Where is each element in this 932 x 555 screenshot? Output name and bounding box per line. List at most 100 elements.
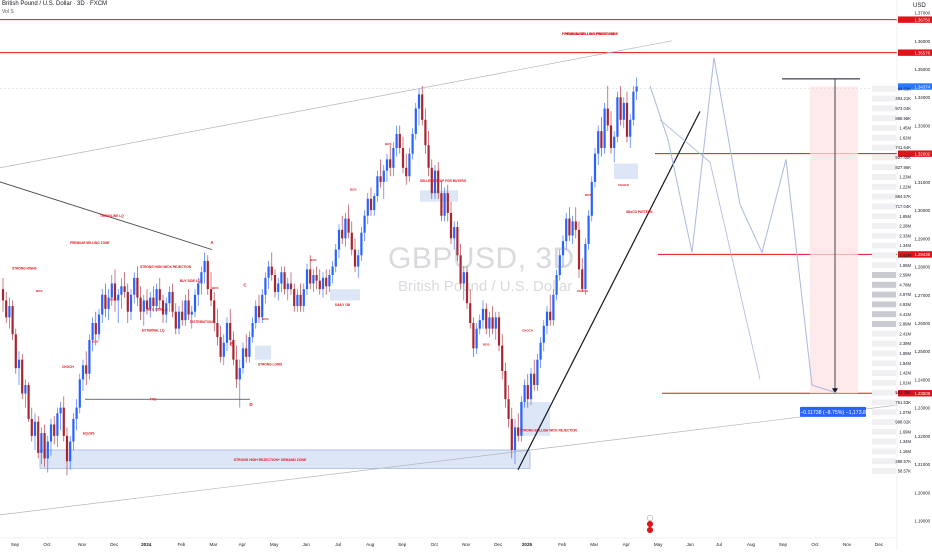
x-tick-label: Jun <box>302 542 310 547</box>
candle <box>421 85 424 126</box>
candle <box>369 187 373 216</box>
candle-body <box>312 275 315 284</box>
candle <box>33 413 37 450</box>
annotation-label: FVG <box>150 398 157 402</box>
candle <box>475 322 478 355</box>
candle <box>174 303 177 335</box>
candle <box>325 269 328 295</box>
economic-event-icon <box>646 520 654 528</box>
candle-body <box>389 159 392 168</box>
candle-body <box>593 153 597 182</box>
candle-body <box>181 311 184 321</box>
candle <box>254 300 257 329</box>
candle-body <box>49 424 53 442</box>
candle-body <box>273 275 277 292</box>
candle <box>177 306 181 335</box>
current-price-label: 1.34374 <box>914 84 930 89</box>
candle-body <box>302 289 305 307</box>
volume-indicator-label[interactable]: Vol S <box>2 9 14 15</box>
volume-profile-label: 2.41M <box>899 331 911 336</box>
position-label-box <box>800 406 866 417</box>
candle <box>555 269 558 301</box>
volume-profile-label: 493.21K <box>895 96 911 101</box>
volume-profile-bar <box>872 95 896 102</box>
annotation-label: PREMIUM SELLING PRICE ZONE <box>565 32 615 36</box>
x-tick-label: Sep <box>779 542 788 547</box>
candle-body <box>225 322 229 343</box>
candle-body <box>245 348 248 357</box>
candle <box>94 311 97 346</box>
volume-profile-bar <box>872 409 896 416</box>
level-price-badge <box>898 390 932 397</box>
candle-body <box>62 407 65 436</box>
annotation-label: TRENDLINE LQ <box>100 214 124 218</box>
candle-body <box>357 255 360 267</box>
y-tick-label: 1.19000 <box>914 519 930 524</box>
candle <box>363 210 366 242</box>
x-tick-label: Sep <box>11 542 20 547</box>
candle-body <box>81 365 85 380</box>
volume-profile-bar <box>872 262 896 269</box>
candle-body <box>177 311 181 329</box>
candle-body <box>379 176 382 182</box>
candle-body <box>462 272 465 284</box>
candle-body <box>222 342 225 357</box>
candle <box>30 407 33 442</box>
candle <box>600 116 603 157</box>
candle <box>293 283 296 312</box>
candle <box>408 148 411 182</box>
candle <box>165 297 168 323</box>
main-uptrend-line <box>517 111 701 470</box>
volume-profile-bar <box>872 330 896 337</box>
volume-profile-bar <box>872 428 896 435</box>
y-tick-label: 1.36000 <box>914 39 930 44</box>
candle <box>465 266 469 309</box>
candle <box>385 153 389 182</box>
candle <box>59 401 62 431</box>
candle <box>613 131 616 163</box>
candle-body <box>104 294 107 309</box>
candle-body <box>417 94 421 109</box>
candle-body <box>539 342 542 360</box>
candle-body <box>139 297 142 312</box>
volume-profile-label: 998.02K <box>895 420 911 425</box>
volume-profile-label: 1.23M <box>899 175 911 180</box>
candle-body <box>145 300 149 309</box>
annotation-label: BUY SIDE LQ <box>180 279 201 283</box>
candle-body <box>155 289 158 307</box>
volume-profile-bar <box>872 360 896 367</box>
candle <box>497 311 501 352</box>
candle <box>539 337 542 369</box>
candle <box>190 306 193 329</box>
candle <box>561 235 565 267</box>
volume-profile-bar <box>872 448 896 455</box>
volume-profile-label: 1.42M <box>899 371 911 376</box>
candle-body <box>603 108 606 149</box>
candle-body <box>408 153 411 177</box>
candle <box>139 286 142 321</box>
candle-body <box>309 269 312 284</box>
candle-body <box>277 283 280 292</box>
candle-body <box>635 86 638 92</box>
level-price-label: 1.36750 <box>914 17 930 22</box>
volume-profile-bar <box>872 399 896 406</box>
volume-profile-label: 4.78M <box>899 282 911 287</box>
candle <box>389 145 392 177</box>
candle-body <box>65 435 69 462</box>
candle-body <box>609 125 613 149</box>
candle <box>456 221 459 261</box>
candle <box>443 187 446 222</box>
candle-body <box>552 294 555 321</box>
candle-body <box>459 255 462 284</box>
x-tick-label: May <box>270 542 279 547</box>
candle <box>43 424 46 467</box>
volume-profile-bar <box>872 183 896 190</box>
candle <box>603 102 606 154</box>
annotation-label: PREMIUM SELLING ZONE <box>70 241 110 245</box>
y-tick-label: 1.23000 <box>914 406 930 411</box>
candle <box>299 283 302 312</box>
candle <box>145 289 149 315</box>
candle <box>597 125 600 165</box>
structure-label: BOS <box>212 286 219 290</box>
